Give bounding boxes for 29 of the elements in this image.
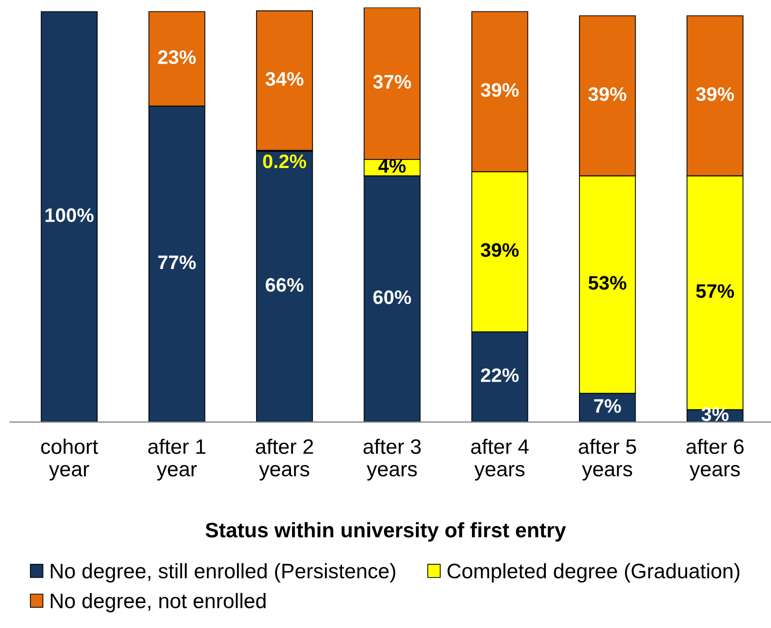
x-tick-label: after 4 years — [471, 438, 529, 481]
data-label: 0.2% — [263, 154, 306, 168]
data-label: 3% — [701, 407, 729, 422]
x-tick-label: after 2 years — [256, 438, 313, 481]
data-label: 4% — [378, 159, 406, 173]
data-label: 34% — [265, 72, 304, 86]
x-tick-label: cohort year — [41, 438, 98, 481]
x-tick-label: after 3 years — [363, 438, 421, 481]
data-label: 39% — [480, 83, 519, 97]
data-label: 100% — [46, 208, 94, 222]
data-label: 39% — [588, 87, 626, 102]
legend-title: Status within university of first entry — [206, 522, 566, 542]
data-label: 39% — [480, 243, 519, 257]
data-label: 66% — [266, 278, 304, 292]
data-label: 53% — [588, 276, 626, 290]
x-tick-label: after 6 years — [686, 438, 744, 481]
data-label: 39% — [696, 87, 734, 102]
data-label: 60% — [373, 290, 412, 304]
data-label: 7% — [594, 399, 621, 413]
legend-label: Completed degree (Graduation) — [448, 563, 740, 583]
legend-label: No degree, still enrolled (Persistence) — [50, 563, 396, 583]
legend-label: No degree, not enrolled — [50, 592, 266, 612]
x-tick-label: after 5 years — [578, 438, 636, 481]
data-label: 37% — [373, 74, 412, 89]
data-label: 77% — [158, 256, 196, 270]
data-label: 23% — [158, 50, 196, 64]
x-tick-label: after 1 year — [148, 438, 206, 481]
data-label: 22% — [480, 368, 519, 382]
data-label: 57% — [696, 284, 734, 298]
